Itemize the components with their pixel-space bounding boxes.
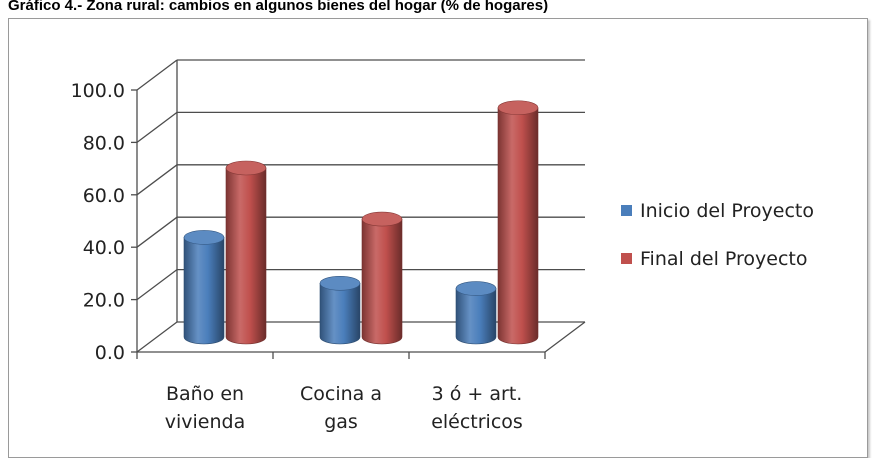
y-tick-label: 100.0	[71, 80, 125, 102]
legend-label: Final del Proyecto	[640, 248, 808, 270]
x-tick-label: Baño en	[166, 383, 244, 405]
plot-area: 0.0 20.0 40.0 60.0 80.0 100.0 Baño en vivienda C…	[71, 59, 814, 433]
legend-entry: Inicio del Proyecto	[621, 200, 814, 222]
bar-inicio-2	[455, 281, 497, 345]
gridline-connector	[136, 321, 178, 353]
legend-swatch	[621, 205, 632, 216]
gridline-connector	[136, 111, 178, 143]
x-tick-label: 3 ó + art.	[432, 383, 523, 405]
bar-final-0	[225, 160, 267, 345]
gridline-connector	[136, 216, 178, 248]
legend-entry: Final del Proyecto	[621, 248, 808, 270]
y-tick-label: 20.0	[83, 290, 125, 312]
y-tick-label: 40.0	[83, 237, 125, 259]
gridline-connector	[136, 59, 178, 91]
gridline-connector	[136, 164, 178, 196]
chart-frame: 0.0 20.0 40.0 60.0 80.0 100.0 Baño en vivienda C…	[8, 18, 868, 458]
legend-swatch	[621, 253, 632, 264]
x-tick-label: eléctricos	[431, 411, 523, 433]
gridline-connector	[136, 269, 178, 301]
x-tick-label: vivienda	[165, 411, 245, 433]
y-tick-label: 60.0	[83, 185, 125, 207]
x-tick-label: gas	[324, 411, 358, 433]
y-tick-label: 0.0	[95, 342, 125, 364]
bar-inicio-1	[319, 275, 361, 345]
chart-title: Gráfico 4.- Zona rural: cambios en algun…	[8, 0, 549, 14]
bar-final-1	[361, 211, 403, 345]
x-tick-label: Cocina a	[300, 383, 382, 405]
floor-edge	[544, 321, 586, 353]
bar-final-2	[497, 100, 539, 345]
legend-label: Inicio del Proyecto	[640, 200, 814, 222]
y-tick-label: 80.0	[83, 132, 125, 154]
bar-inicio-0	[183, 230, 225, 345]
